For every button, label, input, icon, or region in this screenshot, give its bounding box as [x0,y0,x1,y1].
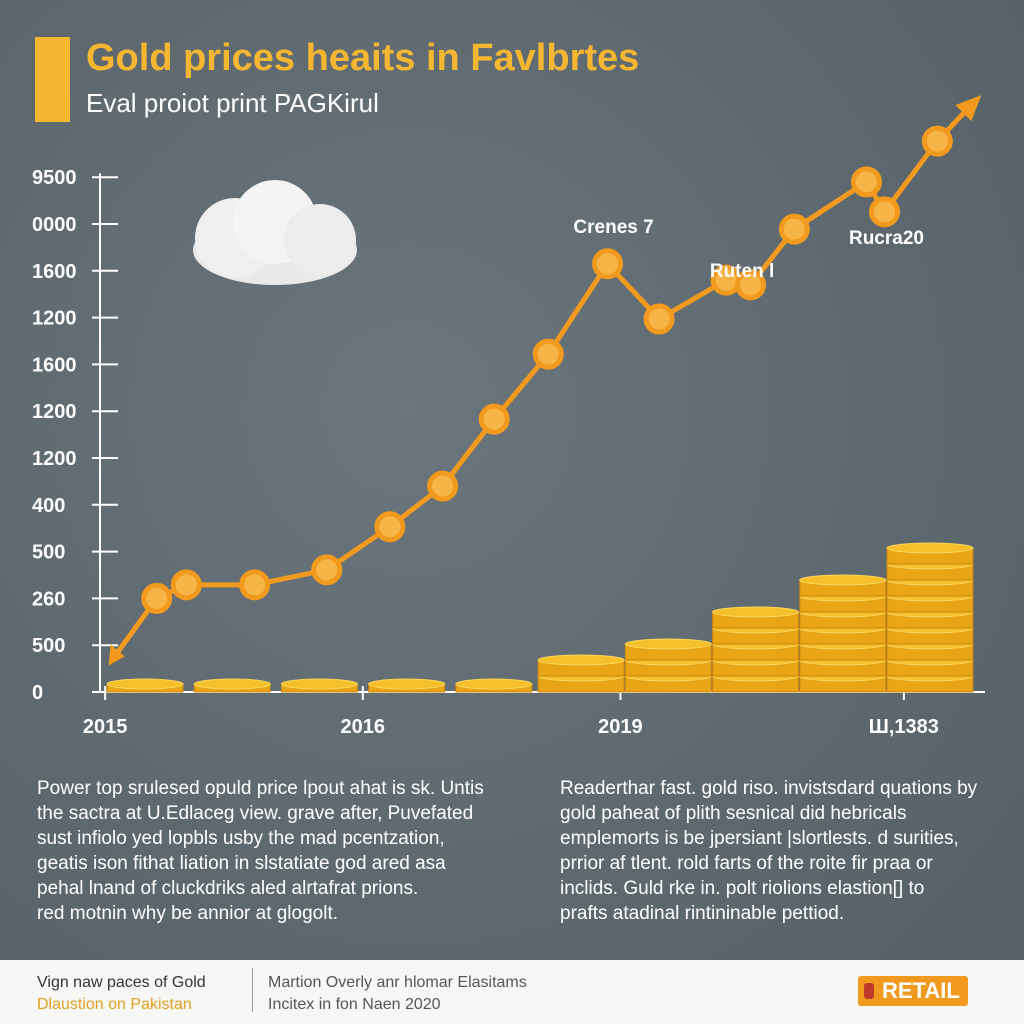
y-tick-label: 500 [32,635,65,657]
coin-stack [455,678,533,693]
x-tick-label: 2016 [341,716,386,738]
price-point [850,166,882,198]
footer-divider [252,968,253,1012]
arrow-tail-head [108,644,125,666]
logo: RETAIL [858,976,968,1006]
coin-stack [537,654,625,693]
annotation: Rucra20 [849,228,924,249]
paragraph-line: gold paheat of plith sesnical did hebric… [560,803,907,824]
annotation: Crenes 7 [573,217,653,238]
price-point [239,569,271,601]
paragraph-line: emplemorts is be jpersiant |slortlests. … [560,828,959,849]
price-point [778,213,810,245]
right-paragraph: Readerthar fast. gold riso. invistsdard … [560,776,977,926]
coin-top [537,654,625,666]
price-point [592,248,624,280]
y-tick-label: 1200 [32,401,77,423]
paragraph-line: Readerthar fast. gold riso. invistsdard … [560,778,978,799]
footer: Vign naw paces of Gold Dlaustion on Paki… [0,960,1024,1024]
y-tick-label: 260 [32,588,65,610]
y-tick-label: 1600 [32,261,77,283]
coin-top [368,678,446,690]
paragraph-line: pehal lnand of cluckdriks aled alrtafrat… [37,878,419,899]
footer-left-line: Dlaustion on Pakistan [37,996,192,1013]
coin-top [280,678,358,690]
x-tick-label: 2019 [598,716,643,738]
chart-subtitle: Eval proiot print PAGKirul [86,88,379,118]
coin-stack [280,678,358,693]
coin-stack [193,678,271,693]
paragraph-line: Power top srulesed opuld price lpout aha… [37,778,484,799]
price-point [311,554,343,586]
price-point [170,569,202,601]
price-point [735,269,767,301]
paragraph-line: inclids. Guld rke in. polt riolions elas… [560,878,925,899]
paragraph-line: prrior af tlent. rold farts of the roite… [560,853,933,874]
y-tick-label: 500 [32,542,65,564]
left-paragraph: Power top srulesed opuld price lpout aha… [37,776,484,926]
footer-left-line: Vign naw paces of Gold [37,974,206,991]
coin-top [799,574,887,586]
chart-title: Gold prices heaits in Favlbrtes [86,37,639,79]
coin-stack [368,678,446,693]
y-tick-label: 1200 [32,308,77,330]
y-tick-label: 0000 [32,214,77,236]
paragraph-line: sust infiolo yed lopbls usby the mad pce… [37,828,445,849]
footer-middle: Martion Overly anr hlomar Elasitams Inci… [268,972,527,1016]
y-tick-label: 1200 [32,448,77,470]
coin-stack [886,542,974,693]
price-line [155,139,940,601]
paragraph-line: the sactra at U.Edlaceg view. grave afte… [37,803,474,824]
paragraph-line: geatis ison fithat liation in slstatiate… [37,853,446,874]
coin-top [624,638,712,650]
x-tick-label: Ш,1383 [869,716,939,738]
chart: Gold prices heaits in Favlbrtes Eval pro… [32,37,985,738]
paragraph-line: red motnin why be annior at glogolt. [37,903,339,924]
price-point [643,303,675,335]
plot-area: 0 500 260 500 400 1200 1200 1600 1200 1600 0000 950… [32,95,985,738]
price-point [374,511,406,543]
footer-middle-line: Martion Overly anr hlomar Elasitams [268,974,527,991]
y-tick-label: 1600 [32,354,77,376]
coin-stack [799,574,887,693]
price-point [478,403,510,435]
title-accent [35,37,70,122]
arrow-head [955,95,982,122]
price-point [532,338,564,370]
price-point [141,582,173,614]
footer-middle-line: Incitex in fon Naen 2020 [268,996,441,1013]
coin-stack [624,638,712,693]
coin-stack [712,606,800,693]
y-tick-label: 0 [32,682,43,704]
y-tick-label: 9500 [32,167,77,189]
price-point [921,125,953,157]
coin-top [106,678,184,690]
coin-stack [106,678,184,693]
paragraph-line: prafts atadinal rintininable pettiod. [560,903,845,924]
x-tick-label: 2015 [83,716,128,738]
cloud [193,180,357,285]
price-point [427,470,459,502]
price-point [869,196,901,228]
annotation: Ruten l [710,261,774,282]
y-tick-label: 400 [32,495,65,517]
coin-top [712,606,800,618]
coin-top [886,542,974,554]
coin-top [193,678,271,690]
footer-left: Vign naw paces of Gold Dlaustion on Paki… [37,972,206,1016]
coin-top [455,678,533,690]
